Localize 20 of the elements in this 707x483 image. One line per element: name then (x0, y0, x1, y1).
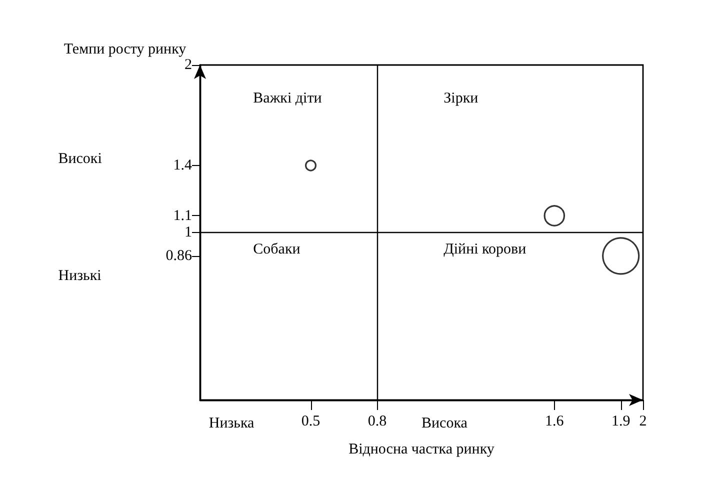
text: Високі (58, 150, 102, 167)
annotation: Собаки (253, 241, 300, 258)
y-tick-label: 1.1 (173, 208, 192, 224)
text: Низька (208, 415, 255, 432)
annotation: Дійні корови (444, 241, 526, 258)
text: Висока (422, 415, 468, 432)
y-tick-label: 2 (184, 57, 192, 73)
x-tick-label: 1.9 (611, 414, 630, 430)
y-tick-label: 1.4 (173, 158, 192, 174)
y-axis-title: Темпи росту ринку (64, 42, 187, 58)
annotation: Зірки (444, 90, 478, 106)
text: Низькі (58, 268, 102, 284)
x-tick-label: 0.8 (368, 414, 387, 430)
x-tick-label: 1.6 (545, 414, 564, 430)
x-tick-label: 0.5 (301, 414, 320, 430)
y-tick-label: 1 (184, 224, 192, 240)
x-axis-title: Відносна частка ринку (348, 442, 495, 458)
x-tick-label: 2 (639, 414, 647, 430)
y-tick-label: 0.86 (166, 248, 192, 264)
annotation: Важкі діти (253, 90, 322, 106)
